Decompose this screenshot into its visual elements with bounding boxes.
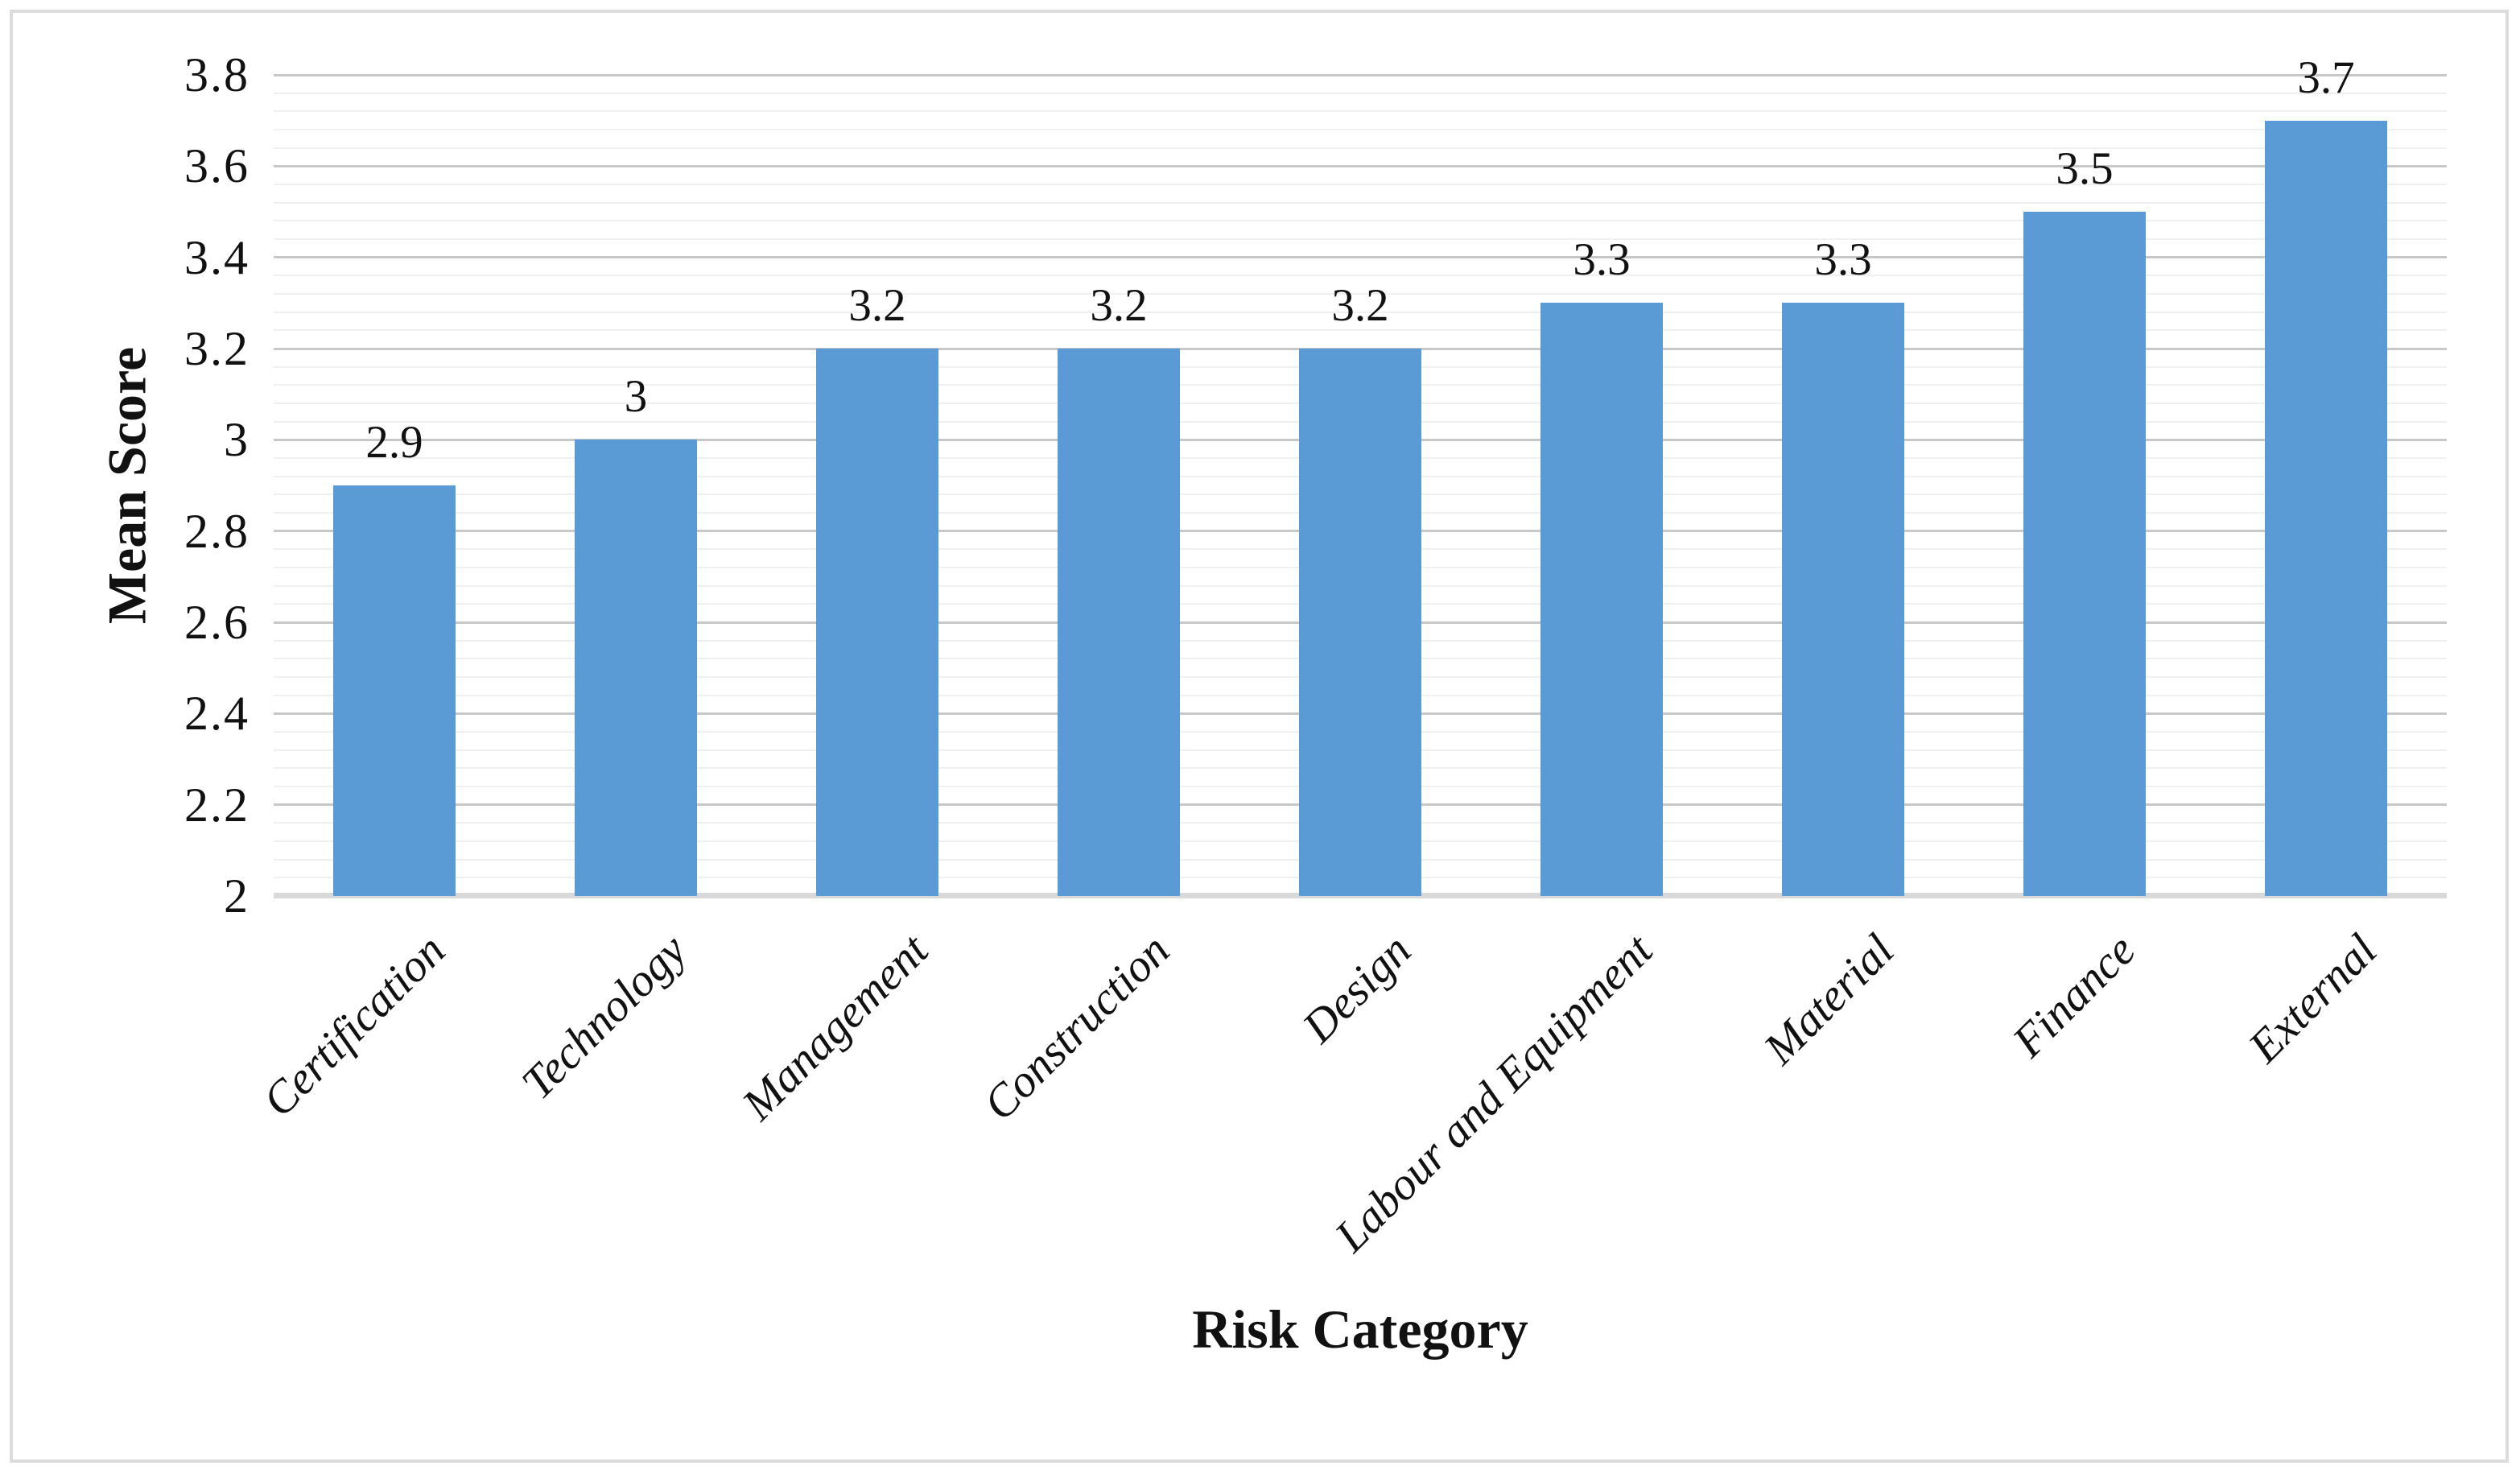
major-gridline <box>274 256 2447 259</box>
x-axis-title: Risk Category <box>1192 1299 1528 1360</box>
bar-design <box>1299 349 1421 896</box>
bar-labour-and-equipment <box>1540 303 1663 896</box>
bar-construction <box>1058 349 1180 896</box>
minor-gridline <box>274 184 2447 185</box>
y-axis-title: Mean Score <box>96 346 158 625</box>
y-tick-label: 3 <box>224 413 250 467</box>
bar-certification <box>333 485 456 896</box>
y-tick-label: 3.4 <box>184 230 250 284</box>
major-gridline <box>274 164 2447 167</box>
y-tick-label: 3.8 <box>184 48 250 101</box>
minor-gridline <box>274 311 2447 313</box>
plot-area <box>274 73 2447 898</box>
minor-gridline <box>274 110 2447 113</box>
y-tick-label: 2.2 <box>184 778 250 832</box>
minor-gridline <box>274 201 2447 204</box>
y-tick-label: 3.6 <box>184 139 250 193</box>
y-tick-label: 2.4 <box>184 687 250 741</box>
minor-gridline <box>274 238 2447 240</box>
minor-gridline <box>274 92 2447 94</box>
bar-management <box>816 349 938 896</box>
y-tick-label: 3.2 <box>184 322 250 375</box>
minor-gridline <box>274 275 2447 277</box>
bar-finance <box>2023 212 2146 896</box>
bar-value-label: 2.9 <box>365 417 423 468</box>
bar-value-label: 3.2 <box>1090 280 1148 331</box>
y-tick-label: 2.8 <box>184 504 250 558</box>
bar-technology <box>575 440 697 896</box>
bar-value-label: 3.3 <box>1814 234 1872 286</box>
y-tick-label: 2.6 <box>184 596 250 649</box>
major-gridline <box>274 73 2447 76</box>
bar-value-label: 3.7 <box>2297 52 2355 103</box>
bar-value-label: 3 <box>624 371 648 423</box>
y-tick-label: 2 <box>224 869 250 923</box>
bar-value-label: 3.2 <box>1331 280 1389 331</box>
bar-material <box>1782 303 1904 896</box>
bar-value-label: 3.5 <box>2056 143 2114 194</box>
bar-value-label: 3.2 <box>848 280 906 331</box>
bar-value-label: 3.3 <box>1573 234 1631 286</box>
minor-gridline <box>274 129 2447 130</box>
minor-gridline <box>274 329 2447 332</box>
minor-gridline <box>274 220 2447 222</box>
minor-gridline <box>274 147 2447 149</box>
minor-gridline <box>274 293 2447 295</box>
bar-external <box>2265 120 2387 896</box>
